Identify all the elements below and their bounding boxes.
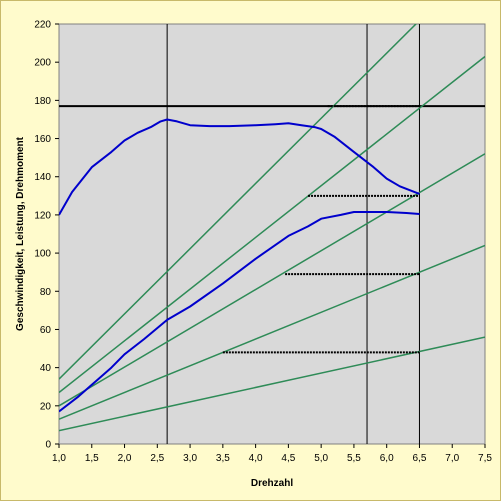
x-tick-label: 5,0 [314,453,328,464]
x-tick-label: 1,0 [52,453,66,464]
green-line-4 [59,55,485,394]
blue-curve-1 [59,118,420,216]
y-tick-label: 100 [34,249,51,260]
x-tick-label: 3,5 [216,453,230,464]
y-tick-label: 20 [40,401,52,412]
x-axis-title: Drehzahl [251,478,293,489]
x-tick-label: 2,0 [118,453,132,464]
y-tick-label: 140 [34,172,51,183]
plot-area [58,23,486,445]
green-line-2 [59,244,485,420]
x-tick-label: 2,5 [150,453,164,464]
y-tick-label: 0 [45,440,51,451]
x-tick-label: 6,5 [413,453,427,464]
y-axis-title: Geschwindigkeit, Leistung, Drehmoment [15,136,26,331]
y-tick-label: 120 [34,210,51,221]
green-line-5 [59,24,418,380]
x-tick-label: 7,0 [445,453,459,464]
blue-curve-2 [59,211,420,413]
y-tick-label: 160 [34,134,51,145]
x-tick-label: 5,5 [347,453,361,464]
y-tick-label: 220 [34,20,51,31]
x-tick-label: 6,0 [380,453,394,464]
y-tick-label: 200 [34,58,51,69]
y-tick-label: 80 [40,287,52,298]
x-tick-label: 1,5 [85,453,99,464]
y-tick-label: 180 [34,96,51,107]
green-line-1 [59,336,485,432]
y-tick-label: 60 [40,325,52,336]
x-tick-label: 4,5 [281,453,295,464]
x-tick-label: 7,5 [478,453,492,464]
x-tick-label: 4,0 [249,453,263,464]
y-tick-label: 40 [40,363,52,374]
x-tick-label: 3,0 [183,453,197,464]
